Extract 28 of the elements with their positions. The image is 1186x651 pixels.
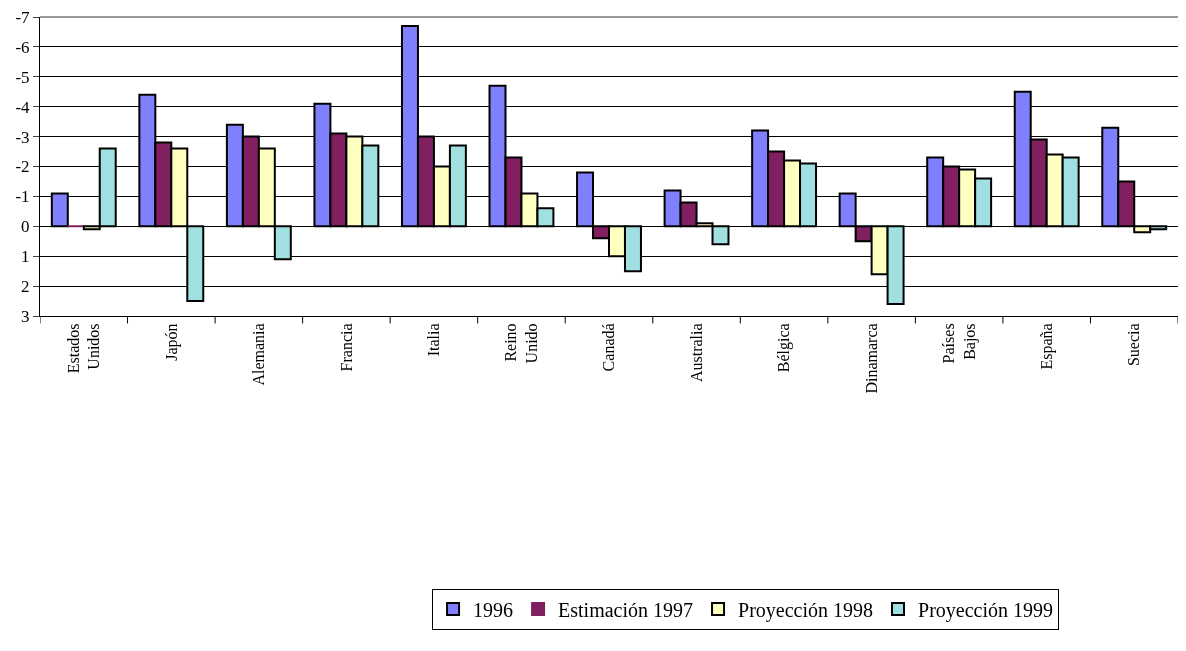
x-tick-label: Dinamarca (862, 323, 880, 394)
legend-label: Estimación 1997 (558, 598, 694, 621)
y-tick-label: -1 (15, 187, 30, 207)
x-tick-label: Reino Unido (502, 323, 541, 364)
legend-label: 1996 (473, 598, 514, 621)
y-tick-label: -7 (15, 7, 31, 27)
legend-label: Proyección 1998 (738, 598, 874, 622)
x-tick-label: Japón (162, 323, 181, 361)
x-tick-label: España (1037, 323, 1056, 370)
x-tick-label: Alemania (250, 323, 268, 386)
y-tick-label: 1 (21, 247, 30, 267)
y-tick-label: -5 (15, 67, 30, 87)
x-tick-label: Canadá (600, 323, 618, 372)
y-tick-label: 0 (21, 217, 30, 237)
x-tick-label: Francia (337, 323, 355, 372)
y-tick-label: -4 (15, 97, 31, 117)
x-tick-label: Suecia (1125, 323, 1143, 367)
y-tick-label: -2 (15, 157, 30, 177)
y-tick-label: 3 (21, 306, 30, 326)
x-tick-label: Australia (687, 323, 705, 383)
x-tick-label: Bélgica (775, 323, 794, 373)
legend-label: Proyección 1999 (918, 598, 1054, 622)
y-tick-label: -6 (15, 37, 30, 57)
y-tick-label: -3 (15, 127, 30, 147)
x-tick-label: Italia (425, 323, 443, 357)
x-tick-label: Países Bajos (939, 323, 979, 364)
x-tick-label: Estados Unidos (64, 323, 103, 374)
y-tick-label: 2 (21, 277, 30, 297)
